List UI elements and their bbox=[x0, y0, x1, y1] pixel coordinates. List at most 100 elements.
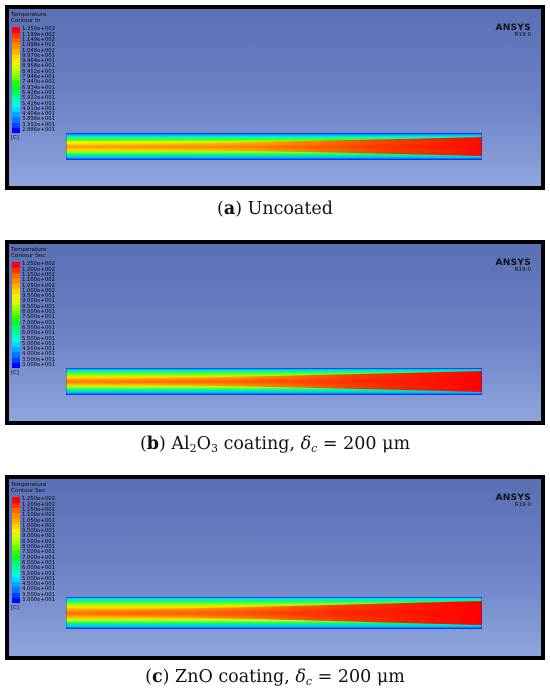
legend-tick: 8.500e+001 bbox=[22, 303, 55, 310]
legend-swatch bbox=[12, 80, 20, 86]
caption-letter: c bbox=[151, 667, 163, 687]
legend-tick: 1.149e+002 bbox=[22, 37, 55, 43]
legend-swatch bbox=[12, 592, 20, 599]
contour-panel-a: Temperature Contour In 1.250e+002 1.199e… bbox=[5, 5, 545, 190]
legend-tick: 4.500e+001 bbox=[22, 346, 55, 353]
caption-letter: a bbox=[223, 199, 236, 219]
temperature-field-tube bbox=[66, 597, 482, 629]
legend-tick: 3.500e+001 bbox=[22, 356, 55, 363]
legend-tick: 1.150e+002 bbox=[22, 272, 55, 278]
legend-swatch bbox=[12, 278, 20, 284]
legend-tick: 7.500e+001 bbox=[22, 314, 55, 321]
legend-unit: [C] bbox=[11, 605, 19, 612]
legend-title: Temperature bbox=[11, 12, 47, 18]
legend-tick: 7.500e+001 bbox=[22, 549, 55, 556]
legend-unit: [C] bbox=[11, 135, 19, 142]
legend-tick: 1.250e+002 bbox=[22, 26, 55, 33]
legend-swatch bbox=[12, 267, 20, 273]
caption-symbol: δ bbox=[300, 434, 312, 454]
caption-symbol: δ bbox=[295, 667, 306, 687]
legend-swatch bbox=[12, 299, 20, 305]
legend-swatch bbox=[12, 555, 20, 561]
brand-name: ANSYS bbox=[495, 258, 531, 268]
legend-color-bar bbox=[12, 27, 20, 134]
legend-tick: 6.000e+001 bbox=[22, 565, 55, 572]
color-legend-b: Temperature Contour Sec 1.250e+002 1.200… bbox=[11, 247, 55, 376]
legend-swatch bbox=[12, 304, 20, 311]
legend-color-bar bbox=[12, 497, 20, 604]
legend-tick: 9.000e+001 bbox=[22, 298, 55, 305]
legend-swatch bbox=[12, 273, 20, 279]
legend-tick: 1.250e+002 bbox=[22, 261, 55, 268]
legend-tick: 5.000e+001 bbox=[22, 575, 55, 582]
legend-swatch bbox=[12, 363, 20, 369]
legend-tick: 1.250e+002 bbox=[22, 496, 55, 503]
legend-swatch bbox=[12, 560, 20, 567]
legend-swatch bbox=[12, 128, 20, 134]
legend-tick: 6.428e+001 bbox=[22, 89, 55, 96]
color-legend-c: Temperature Contour Sec 1.250e+002 1.200… bbox=[11, 482, 55, 611]
legend-swatch bbox=[12, 336, 20, 342]
legend-swatch bbox=[12, 352, 20, 358]
legend-tick: 1.000e+002 bbox=[22, 522, 55, 529]
ansys-logo: ANSYS R19.0 bbox=[496, 493, 531, 508]
legend-swatch bbox=[12, 513, 20, 519]
legend-tick: 5.000e+001 bbox=[22, 340, 55, 347]
legend-swatch bbox=[12, 529, 20, 535]
legend-tick: 9.000e+001 bbox=[22, 533, 55, 540]
legend-tick: 7.000e+001 bbox=[22, 554, 55, 561]
caption-text: Uncoated bbox=[247, 199, 333, 219]
legend-swatch bbox=[12, 325, 20, 332]
legend-swatch bbox=[12, 112, 20, 118]
caption-value: = 200 μm bbox=[317, 434, 411, 454]
caption-a: (a) Uncoated bbox=[217, 199, 333, 219]
legend-swatch bbox=[12, 571, 20, 577]
legend-tick: 4.404e+001 bbox=[22, 111, 55, 118]
legend-tick: 1.200e+002 bbox=[22, 266, 55, 273]
legend-swatch bbox=[12, 587, 20, 593]
legend-swatch bbox=[12, 90, 20, 97]
legend-tick: 8.000e+001 bbox=[22, 309, 55, 316]
legend-swatch bbox=[12, 117, 20, 123]
legend-swatch bbox=[12, 122, 20, 129]
legend-swatch bbox=[12, 69, 20, 76]
legend-swatch bbox=[12, 64, 20, 70]
legend-swatch bbox=[12, 598, 20, 604]
legend-tick: 9.500e+001 bbox=[22, 528, 55, 535]
legend-swatch bbox=[12, 341, 20, 348]
legend-tick: 3.000e+001 bbox=[22, 362, 55, 369]
legend-swatch bbox=[12, 320, 20, 326]
legend-swatch bbox=[12, 53, 20, 60]
legend-tick: 1.000e+002 bbox=[22, 287, 55, 294]
legend-tick: 1.100e+002 bbox=[22, 277, 55, 284]
ansys-logo: ANSYS R19.0 bbox=[496, 258, 531, 273]
legend-tick: 1.199e+002 bbox=[22, 31, 55, 38]
caption-material: Al bbox=[171, 434, 190, 454]
legend-tick: 2.886e+001 bbox=[22, 127, 55, 134]
temperature-field-tube bbox=[66, 133, 482, 160]
legend-tick: 9.970e+001 bbox=[22, 52, 55, 59]
legend-swatch bbox=[12, 347, 20, 353]
legend-tick: 1.150e+002 bbox=[22, 507, 55, 513]
caption-text: coating, bbox=[218, 434, 301, 454]
contour-viewport-a: Temperature Contour In 1.250e+002 1.199e… bbox=[9, 9, 541, 186]
legend-swatch bbox=[12, 38, 20, 44]
caption-subscript: 3 bbox=[211, 442, 219, 455]
legend-tick: 1.098e+002 bbox=[22, 42, 55, 49]
brand-name: ANSYS bbox=[495, 493, 531, 503]
legend-tick: 4.000e+001 bbox=[22, 586, 55, 593]
legend-tick: 8.000e+001 bbox=[22, 544, 55, 551]
legend-tick: 5.500e+001 bbox=[22, 335, 55, 342]
legend-tick: 4.000e+001 bbox=[22, 351, 55, 358]
legend-tick: 5.500e+001 bbox=[22, 570, 55, 577]
legend-tick: 1.100e+002 bbox=[22, 512, 55, 519]
legend-swatch bbox=[12, 545, 20, 551]
caption-material-2: O bbox=[196, 434, 212, 454]
legend-tick: 1.050e+002 bbox=[22, 282, 55, 289]
legend-swatch bbox=[12, 32, 20, 38]
legend-tick: 4.910e+001 bbox=[22, 105, 55, 112]
legend-subtitle: Contour Sec bbox=[11, 253, 46, 260]
legend-swatch bbox=[12, 582, 20, 588]
legend-tick: 5.922e+001 bbox=[22, 95, 55, 102]
legend-tick: 6.500e+001 bbox=[22, 324, 55, 331]
